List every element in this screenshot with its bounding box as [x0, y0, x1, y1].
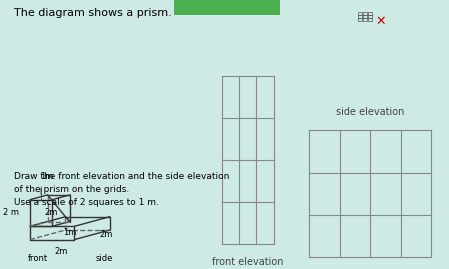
Text: 2m: 2m: [44, 208, 57, 217]
Text: side elevation: side elevation: [336, 107, 405, 117]
Text: front elevation: front elevation: [212, 257, 283, 267]
Bar: [368, 18, 372, 21]
Bar: [358, 18, 362, 21]
Text: side: side: [96, 254, 113, 263]
Text: 1m: 1m: [40, 172, 53, 180]
Bar: [363, 12, 367, 15]
Text: Draw the front elevation and the side elevation
of the prism on the grids.
Use a: Draw the front elevation and the side el…: [14, 172, 230, 207]
Text: ✕: ✕: [375, 15, 386, 28]
Text: 2 m: 2 m: [3, 208, 19, 218]
Text: 2m: 2m: [99, 230, 113, 239]
Bar: [363, 15, 367, 18]
Text: 2m: 2m: [54, 247, 68, 256]
Bar: [358, 12, 362, 15]
Bar: [363, 18, 367, 21]
Text: 1m: 1m: [63, 228, 77, 237]
Text: front: front: [28, 254, 48, 263]
Bar: [174, 0, 281, 15]
Bar: [358, 15, 362, 18]
Bar: [368, 12, 372, 15]
Bar: [368, 15, 372, 18]
Text: The diagram shows a prism.: The diagram shows a prism.: [14, 8, 172, 18]
